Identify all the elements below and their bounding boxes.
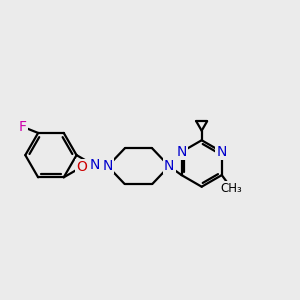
- Text: N: N: [103, 159, 113, 173]
- Text: F: F: [19, 120, 27, 134]
- Text: N: N: [176, 145, 187, 159]
- Text: CH₃: CH₃: [220, 182, 242, 195]
- Text: O: O: [76, 160, 87, 174]
- Text: N: N: [89, 158, 100, 172]
- Text: N: N: [217, 145, 227, 159]
- Text: N: N: [164, 159, 174, 173]
